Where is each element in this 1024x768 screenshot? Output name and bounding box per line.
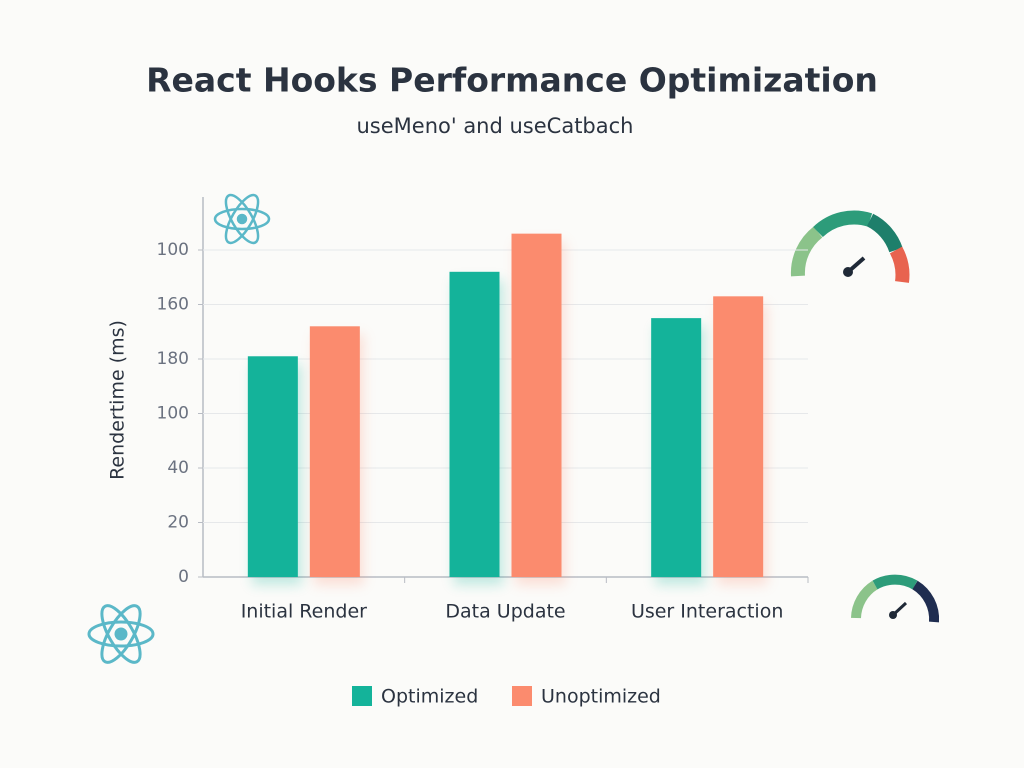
y-tick-label: 160 <box>157 295 189 315</box>
x-tick-label: User Interaction <box>631 601 783 623</box>
bar <box>511 233 562 577</box>
chart-title: React Hooks Performance Optimization <box>146 61 878 100</box>
gauge-icon <box>790 210 910 283</box>
y-tick-label: 180 <box>157 349 189 369</box>
bar <box>247 356 298 577</box>
x-tick-label: Initial Render <box>241 601 367 623</box>
x-tick-label: Data Update <box>445 601 565 623</box>
chart-subtitle: useMeno' and useCatbach <box>357 114 634 138</box>
y-tick-label: 40 <box>167 458 189 478</box>
legend-swatch <box>352 686 372 706</box>
y-tick-label: 20 <box>167 513 189 533</box>
react-icon <box>213 193 271 245</box>
legend-label: Unoptimized <box>541 686 661 708</box>
bar <box>713 296 764 577</box>
bar <box>449 271 500 577</box>
gauge-icon <box>851 574 940 623</box>
y-axis-label: Rendertime (ms) <box>107 320 129 480</box>
legend-label: Optimized <box>381 686 478 708</box>
y-tick-label: 100 <box>157 404 189 424</box>
y-tick-label: 0 <box>178 567 189 587</box>
react-icon <box>87 604 155 664</box>
y-tick-label: 100 <box>157 240 189 260</box>
legend-swatch <box>512 686 532 706</box>
bar <box>309 326 360 577</box>
bar <box>651 318 702 577</box>
